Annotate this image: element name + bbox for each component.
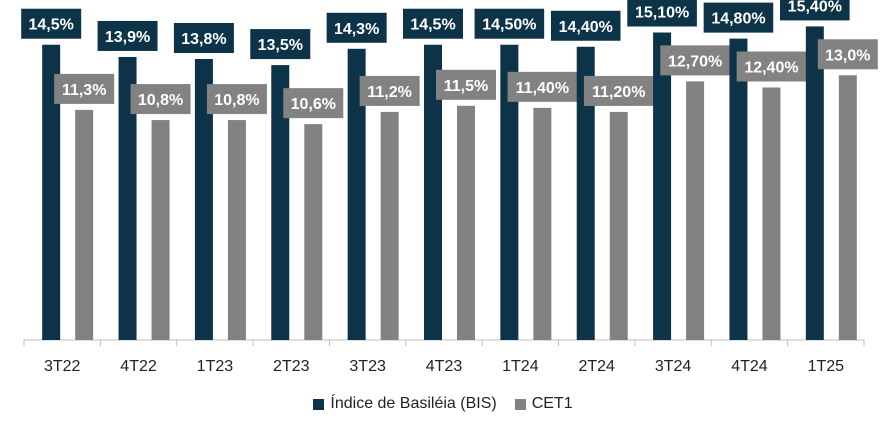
data-label-bis: 13,9% bbox=[105, 29, 150, 46]
bar-cet1 bbox=[609, 111, 628, 340]
legend-swatch-bis bbox=[313, 398, 325, 410]
bar-cet1 bbox=[304, 124, 323, 341]
data-label-bis: 14,80% bbox=[711, 11, 765, 28]
bar-cet1 bbox=[151, 120, 170, 340]
bar-cet1 bbox=[380, 111, 399, 340]
data-label-cet1: 11,2% bbox=[367, 84, 411, 101]
bar-bis bbox=[653, 32, 672, 340]
data-label-cet1: 10,8% bbox=[138, 92, 183, 109]
bar-cet1 bbox=[533, 107, 552, 340]
data-label-bis: 13,8% bbox=[181, 31, 226, 48]
data-label-box-cet1 bbox=[660, 45, 730, 76]
bar-bis bbox=[576, 46, 595, 340]
bar-chart-canvas: 14,5% 11,3% 3T22 13,9% 10,8% 4T22 13,8% 10,8% 1T… bbox=[21, 0, 878, 375]
bar-bis bbox=[347, 48, 366, 341]
bar-cet1 bbox=[457, 105, 475, 341]
data-label-bis: 14,50% bbox=[482, 17, 536, 34]
data-label-box-bis bbox=[97, 20, 158, 51]
bar-cet1 bbox=[686, 81, 705, 340]
data-label-bis: 15,40% bbox=[788, 0, 842, 15]
data-label-cet1: 10,6% bbox=[291, 96, 336, 113]
data-label-cet1: 11,5% bbox=[444, 78, 488, 95]
data-label-box-bis bbox=[474, 8, 545, 39]
legend-label-cet1: CET1 bbox=[531, 395, 573, 412]
data-label-bis: 14,3% bbox=[334, 21, 379, 38]
data-label-bis: 14,5% bbox=[410, 17, 455, 34]
bar-bis bbox=[500, 44, 519, 341]
data-label-box-bis bbox=[627, 0, 697, 27]
data-label-box-cet1 bbox=[817, 39, 878, 70]
x-tick-label: 4T24 bbox=[731, 358, 768, 375]
data-label-box-cet1 bbox=[206, 84, 267, 115]
x-tick-label: 1T25 bbox=[808, 358, 845, 375]
x-tick-label: 4T23 bbox=[426, 358, 463, 375]
data-label-box-cet1 bbox=[130, 84, 191, 115]
data-label-box-cet1 bbox=[359, 75, 420, 106]
data-label-box-cet1 bbox=[283, 88, 344, 119]
bar-bis bbox=[271, 65, 290, 340]
bar-bis bbox=[424, 44, 442, 341]
bar-bis bbox=[118, 56, 137, 340]
bar-bis bbox=[42, 44, 61, 341]
data-label-box-bis bbox=[703, 2, 774, 33]
data-label-cet1: 11,3% bbox=[62, 82, 106, 99]
data-label-box-bis bbox=[403, 8, 463, 39]
bar-bis bbox=[194, 58, 213, 341]
bar-cet1 bbox=[75, 109, 94, 341]
data-label-box-bis bbox=[326, 12, 387, 43]
x-tick-label: 2T24 bbox=[578, 358, 615, 375]
x-tick-label: 3T23 bbox=[349, 358, 386, 375]
data-label-box-cet1 bbox=[736, 51, 807, 82]
data-label-cet1: 12,70% bbox=[668, 53, 722, 70]
data-label-box-cet1 bbox=[583, 75, 654, 106]
data-label-bis: 13,5% bbox=[258, 37, 303, 54]
data-label-box-bis bbox=[250, 29, 311, 60]
bar-cet1 bbox=[762, 87, 781, 340]
data-label-bis: 14,5% bbox=[28, 17, 73, 34]
data-label-box-bis bbox=[550, 10, 621, 41]
x-tick-label: 1T23 bbox=[197, 358, 234, 375]
data-label-bis: 14,40% bbox=[559, 19, 613, 36]
legend-label-bis: Índice de Basiléia (BIS) bbox=[330, 395, 497, 412]
data-label-box-bis bbox=[173, 22, 234, 53]
x-tick-label: 2T23 bbox=[273, 358, 310, 375]
x-tick-label: 3T22 bbox=[44, 358, 81, 375]
data-label-box-cet1 bbox=[54, 73, 115, 104]
data-label-cet1: 13,0% bbox=[825, 47, 870, 64]
bar-cet1 bbox=[227, 120, 246, 340]
data-label-box-cet1 bbox=[507, 71, 578, 102]
legend-swatch-cet1 bbox=[514, 398, 526, 410]
data-label-cet1: 10,8% bbox=[214, 92, 259, 109]
legend-item-cet1: CET1 bbox=[514, 395, 573, 413]
data-label-cet1: 12,40% bbox=[744, 59, 798, 76]
data-label-cet1: 11,20% bbox=[592, 84, 645, 101]
data-label-bis: 15,10% bbox=[635, 5, 689, 22]
x-tick-label: 3T24 bbox=[655, 358, 692, 375]
legend-item-bis: Índice de Basiléia (BIS) bbox=[313, 395, 497, 413]
data-label-box-cet1 bbox=[436, 69, 496, 100]
bar-bis bbox=[729, 38, 748, 340]
x-tick-label: 1T24 bbox=[502, 358, 539, 375]
bar-bis bbox=[805, 26, 824, 341]
data-label-cet1: 11,40% bbox=[516, 80, 569, 97]
data-label-box-bis bbox=[780, 0, 850, 21]
legend: Índice de Basiléia (BIS) CET1 bbox=[0, 395, 886, 413]
x-tick-label: 4T22 bbox=[120, 358, 157, 375]
data-label-box-bis bbox=[21, 8, 82, 39]
bar-cet1 bbox=[838, 75, 857, 340]
